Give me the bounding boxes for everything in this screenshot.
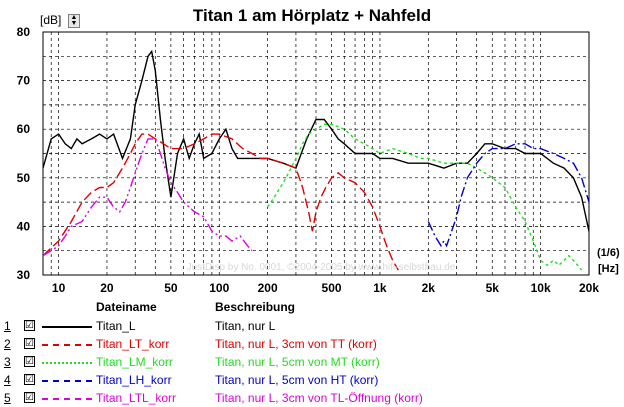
legend-file-name: Titan_LTL_korr [96,391,177,405]
x-tick-label: 200 [258,281,278,295]
legend-row[interactable]: 5 ☑ Titan_LTL_korr Titan, nur L, 3cm von TL… [0,389,624,407]
legend-row[interactable]: 2 ☑ Titan_LT_korr Titan, nur L, 3cm von TT … [0,335,624,353]
legend-file-name: Titan_LT_korr [96,337,170,351]
series-line-2 [43,133,399,271]
series-line-1 [43,49,589,232]
legend-line-sample [42,398,92,400]
legend-line-sample [42,326,92,328]
legend-checkbox[interactable]: ☑ [24,338,35,349]
legend-row-number[interactable]: 1 [4,319,11,333]
legend-line-sample [42,362,92,364]
legend-description: Titan, nur L [215,319,276,333]
x-tick-label: 1k [373,281,387,295]
x-tick-label: 100 [209,281,229,295]
y-tick-label: 70 [17,74,31,88]
legend-checkbox[interactable]: ☑ [24,320,35,331]
legend-row[interactable]: 3 ☑ Titan_LM_korr Titan, nur L, 5cm von MT … [0,353,624,371]
series-line-4 [427,143,589,248]
watermark: JustDisp by No. 0001, ©2004-2005 by www.… [187,262,456,273]
x-tick-label: 50 [164,281,178,295]
legend-checkbox[interactable]: ☑ [24,356,35,367]
x-tick-label: 20 [100,281,114,295]
legend-file-name: Titan_LM_korr [96,355,173,369]
y-tick-label: 80 [17,25,31,39]
x-tick-label: 5k [486,281,500,295]
legend-row-number[interactable]: 3 [4,355,11,369]
legend-description: Titan, nur L, 5cm von MT (korr) [215,355,380,369]
x-tick-labels: 10 20 50 100 200 500 1k 2k 5k 10k 20k [52,281,599,295]
y-unit-label: [dB] [40,13,62,27]
y-tick-label: 40 [17,219,31,233]
legend-description: Titan, nur L, 3cm von TT (korr) [215,337,377,351]
y-tick-label: 50 [17,171,31,185]
legend-header-name: Dateiname [96,300,157,314]
x-unit-top: (1/6) [597,247,620,259]
y-tick-label: 60 [17,122,31,136]
x-tick-label: 500 [322,281,342,295]
y-tick-label: 30 [17,268,31,282]
legend-row[interactable]: 4 ☑ Titan_LH_korr Titan, nur L, 5cm von HT … [0,371,624,389]
legend-row-number[interactable]: 5 [4,391,11,405]
chart-title: Titan 1 am Hörplatz + Nahfeld [192,6,432,25]
x-tick-label: 20k [579,281,599,295]
y-unit-spinner[interactable]: ▲ ▼ [68,14,80,28]
x-tick-label: 2k [422,281,436,295]
legend-line-sample [42,380,92,382]
series-line-3 [267,123,583,271]
legend-row-number[interactable]: 4 [4,373,11,387]
x-tick-label: 10k [531,281,551,295]
series-line-5 [43,138,253,257]
legend-description: Titan, nur L, 3cm von TL-Öffnung (korr) [215,391,423,405]
legend-description: Titan, nur L, 5cm von HT (korr) [215,373,379,387]
legend-row-number[interactable]: 2 [4,337,11,351]
x-unit-bottom: [Hz] [598,263,619,275]
legend-file-name: Titan_LH_korr [96,373,172,387]
spin-up-icon[interactable]: ▲ [70,14,78,21]
legend-checkbox[interactable]: ☑ [24,374,35,385]
legend-header-desc: Beschreibung [215,300,296,314]
legend-line-sample [42,344,92,346]
legend-checkbox[interactable]: ☑ [24,392,35,403]
frequency-response-chart: 80 70 60 50 40 30 10 20 50 100 200 500 1k 2k 5k 10k 20k… [17,25,620,295]
y-tick-labels: 80 70 60 50 40 30 [17,25,31,282]
legend-file-name: Titan_L [96,319,136,333]
legend-row[interactable]: 1 ☑ Titan_L Titan, nur L [0,317,624,335]
series-lines [43,49,589,271]
x-tick-label: 10 [52,281,66,295]
spin-down-icon[interactable]: ▼ [70,20,78,27]
